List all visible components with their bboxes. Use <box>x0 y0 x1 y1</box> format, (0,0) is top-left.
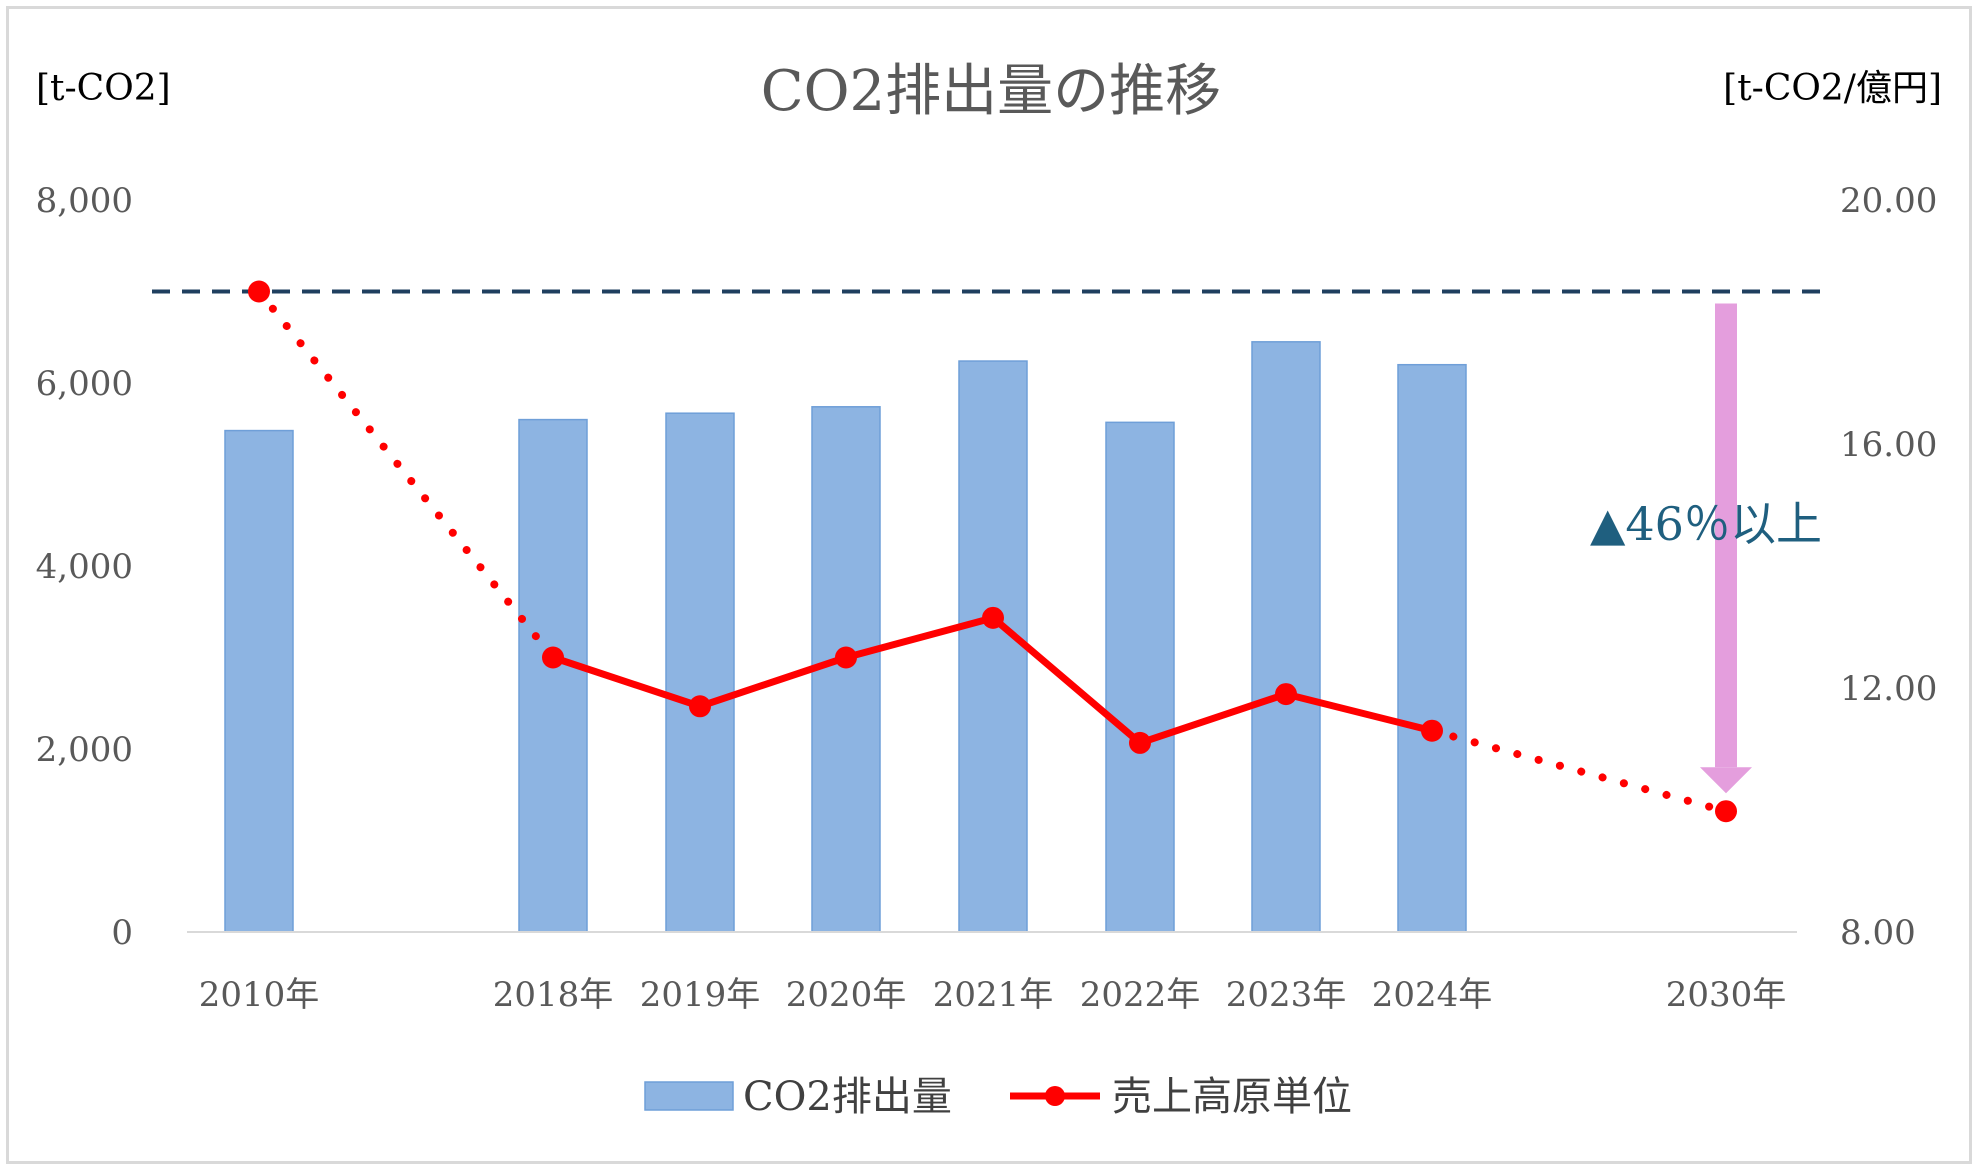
legend-label-co2: CO2排出量 <box>743 1074 952 1120</box>
line-segment <box>1282 690 1436 735</box>
reduction-arrow <box>1700 303 1752 794</box>
line-segment <box>842 614 997 661</box>
legend-swatch-co2 <box>644 1081 734 1111</box>
line-point-8 <box>1715 800 1737 823</box>
right-tick-label: 12.00 <box>1840 669 1937 709</box>
line-segment <box>549 654 704 710</box>
line-point-0 <box>248 280 270 303</box>
line-segment-dotted <box>255 287 557 662</box>
left-tick-label: 6,000 <box>36 364 133 404</box>
bar-series <box>224 341 1467 933</box>
x-tick-label: 2010年 <box>199 975 320 1015</box>
left-tick-label: 4,000 <box>36 547 133 587</box>
bar-co2-6 <box>1251 341 1321 933</box>
line-point-6 <box>1275 683 1297 706</box>
right-tick-label: 20.00 <box>1840 181 1937 221</box>
left-tick-label: 0 <box>111 913 133 953</box>
line-point-7 <box>1421 719 1443 742</box>
x-tick-label: 2023年 <box>1226 975 1347 1015</box>
x-tick-label: 2030年 <box>1666 975 1787 1015</box>
right-tick-label: 16.00 <box>1840 425 1937 465</box>
reduction-annotation: ▲46％以上 <box>1590 497 1822 551</box>
x-tick-label: 2021年 <box>933 975 1054 1015</box>
line-segment-dotted <box>1428 726 1730 816</box>
line-point-5 <box>1129 731 1151 754</box>
x-tick-label: 2022年 <box>1080 975 1201 1015</box>
legend: CO2排出量 売上高原単位 <box>644 1074 1352 1120</box>
line-segment <box>989 614 1144 747</box>
x-tick-label: 2024年 <box>1372 975 1493 1015</box>
bar-co2-0 <box>224 429 294 933</box>
left-tick-label: 8,000 <box>36 181 133 221</box>
chart-title: CO2排出量の推移 <box>761 59 1221 124</box>
x-tick-label: 2018年 <box>493 975 614 1015</box>
line-point-3 <box>835 646 857 669</box>
bar-co2-4 <box>958 360 1028 933</box>
bar-co2-7 <box>1397 363 1467 933</box>
x-tick-label: 2020年 <box>786 975 907 1015</box>
line-point-2 <box>689 695 711 718</box>
x-axis-ticks: 2010年 2018年 2019年 2020年 2021年 2022年 2023年 2024年… <box>199 975 1787 1015</box>
bar-co2-2 <box>665 412 735 933</box>
line-segment <box>1136 690 1290 747</box>
line-point-4 <box>982 606 1004 629</box>
right-axis-ticks: 8.00 12.00 16.00 20.00 <box>1840 181 1937 953</box>
line-series <box>248 280 1737 823</box>
arrow-head <box>1700 767 1752 794</box>
bar-co2-1 <box>518 418 588 933</box>
left-axis-ticks: 0 2,000 4,000 6,000 8,000 <box>36 181 133 953</box>
legend-label-intensity: 売上高原単位 <box>1112 1074 1352 1120</box>
x-tick-label: 2019年 <box>640 975 761 1015</box>
left-axis-unit: [t-CO2] <box>36 68 171 109</box>
line-segment <box>696 654 850 710</box>
right-axis-unit: [t-CO2/億円] <box>1723 68 1942 109</box>
right-tick-label: 8.00 <box>1840 913 1916 953</box>
line-point-1 <box>542 646 564 669</box>
bar-co2-5 <box>1105 421 1175 933</box>
legend-marker-intensity <box>1045 1086 1065 1106</box>
left-tick-label: 2,000 <box>36 730 133 770</box>
bar-co2-3 <box>811 406 881 933</box>
arrow-shaft <box>1715 303 1737 768</box>
